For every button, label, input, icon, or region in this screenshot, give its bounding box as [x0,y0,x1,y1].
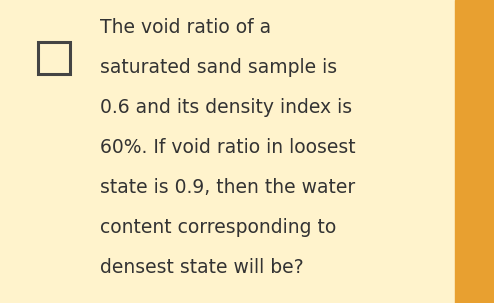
Text: The void ratio of a: The void ratio of a [100,18,271,37]
Text: state is 0.9, then the water: state is 0.9, then the water [100,178,355,197]
Text: 60%. If void ratio in loosest: 60%. If void ratio in loosest [100,138,356,157]
Text: saturated sand sample is: saturated sand sample is [100,58,337,77]
Text: content corresponding to: content corresponding to [100,218,336,237]
Text: 0.6 and its density index is: 0.6 and its density index is [100,98,352,117]
Text: densest state will be?: densest state will be? [100,258,304,277]
Bar [38,42,70,74]
Bar [455,0,494,303]
